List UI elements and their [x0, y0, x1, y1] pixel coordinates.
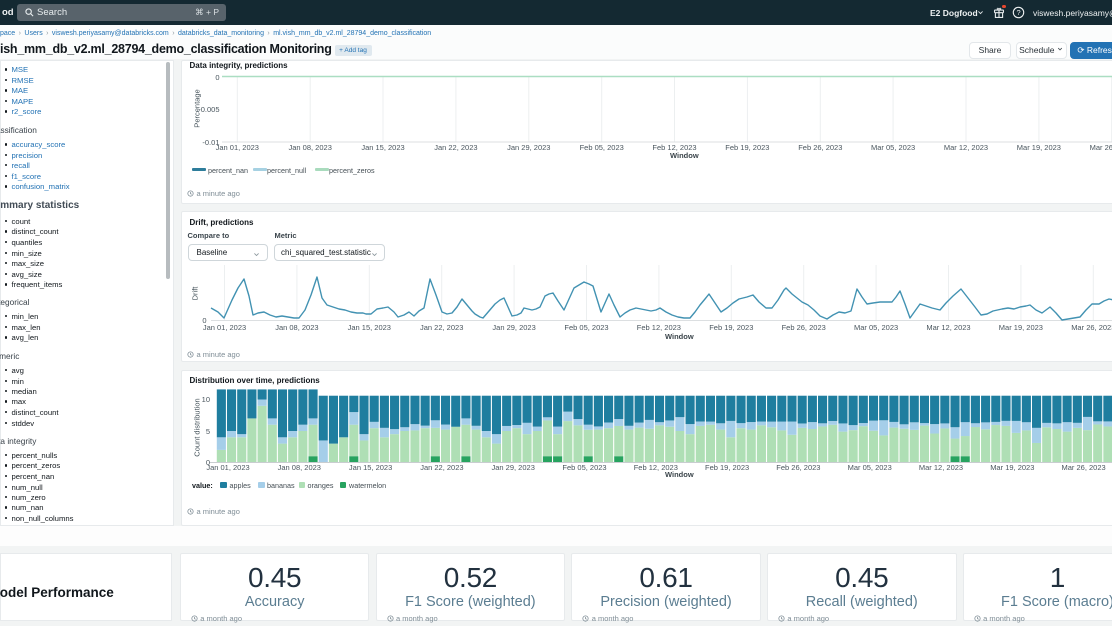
- svg-text:?: ?: [1016, 8, 1020, 17]
